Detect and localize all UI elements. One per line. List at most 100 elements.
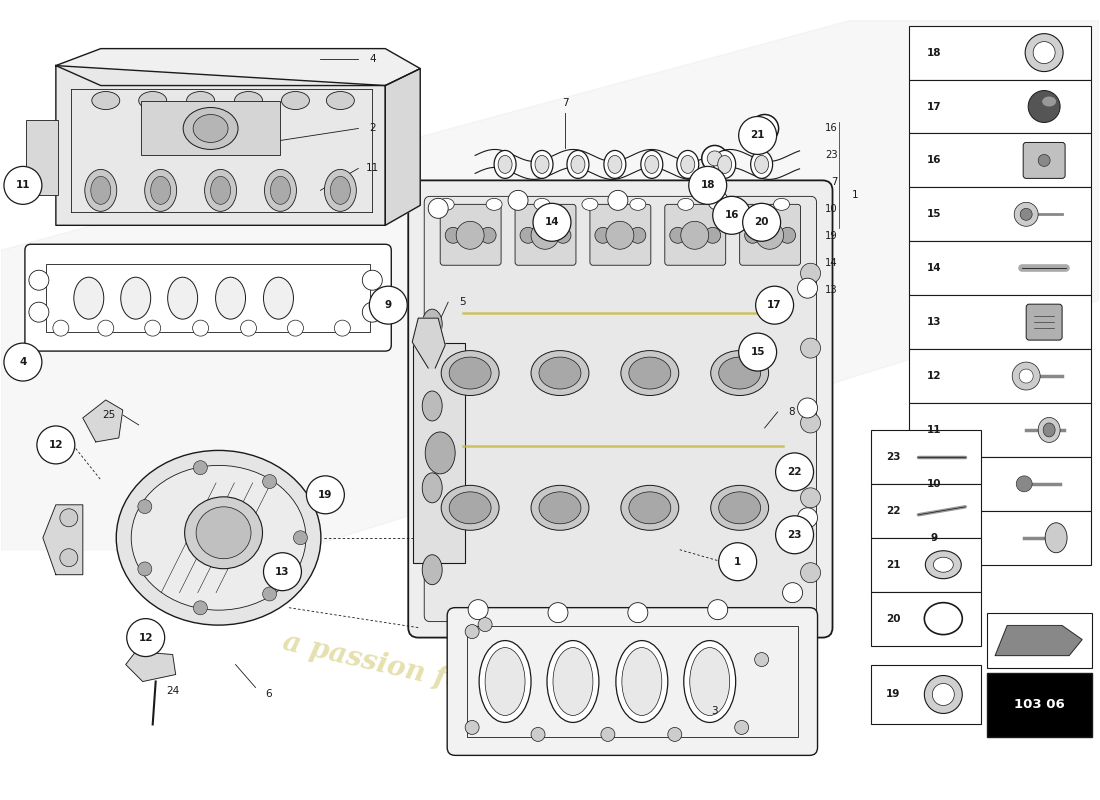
Text: 9: 9 — [931, 533, 938, 542]
Ellipse shape — [645, 155, 659, 174]
Polygon shape — [996, 626, 1082, 655]
Ellipse shape — [234, 91, 263, 110]
Circle shape — [264, 553, 301, 590]
Ellipse shape — [151, 176, 170, 204]
Circle shape — [59, 549, 78, 566]
Ellipse shape — [422, 391, 442, 421]
Circle shape — [508, 190, 528, 210]
Text: 5: 5 — [459, 297, 465, 307]
Circle shape — [707, 190, 728, 210]
Circle shape — [1012, 362, 1041, 390]
Circle shape — [98, 320, 113, 336]
Ellipse shape — [755, 155, 769, 174]
Ellipse shape — [678, 198, 694, 210]
FancyBboxPatch shape — [1026, 304, 1063, 340]
Polygon shape — [56, 49, 420, 86]
Ellipse shape — [441, 350, 499, 395]
Circle shape — [745, 227, 760, 243]
Ellipse shape — [582, 198, 598, 210]
Circle shape — [126, 618, 165, 657]
Circle shape — [718, 542, 757, 581]
Bar — [414, 343, 465, 562]
Ellipse shape — [74, 278, 103, 319]
Circle shape — [29, 302, 48, 322]
Text: 4: 4 — [368, 54, 375, 63]
Text: 16: 16 — [725, 210, 739, 220]
Circle shape — [29, 270, 48, 290]
Text: 12: 12 — [48, 440, 63, 450]
Ellipse shape — [1038, 418, 1060, 442]
Ellipse shape — [534, 198, 550, 210]
FancyBboxPatch shape — [515, 204, 576, 266]
Circle shape — [263, 474, 276, 489]
Circle shape — [138, 499, 152, 514]
Ellipse shape — [924, 675, 962, 714]
Ellipse shape — [441, 486, 499, 530]
Ellipse shape — [422, 554, 442, 585]
Ellipse shape — [485, 647, 525, 715]
Polygon shape — [385, 69, 420, 226]
Circle shape — [478, 618, 492, 631]
Ellipse shape — [449, 492, 491, 524]
Circle shape — [705, 227, 720, 243]
Circle shape — [1020, 208, 1032, 220]
Circle shape — [801, 488, 821, 508]
Ellipse shape — [629, 492, 671, 524]
Ellipse shape — [167, 278, 198, 319]
Ellipse shape — [933, 683, 955, 706]
Text: 2: 2 — [368, 123, 375, 134]
Text: 19: 19 — [825, 231, 837, 242]
Ellipse shape — [676, 150, 698, 178]
Ellipse shape — [531, 222, 559, 250]
Circle shape — [689, 166, 727, 204]
Ellipse shape — [494, 150, 516, 178]
Circle shape — [1016, 476, 1032, 492]
Text: 20: 20 — [887, 614, 901, 624]
FancyBboxPatch shape — [408, 180, 833, 638]
Ellipse shape — [486, 198, 502, 210]
Circle shape — [608, 190, 628, 210]
Circle shape — [628, 602, 648, 622]
Ellipse shape — [616, 641, 668, 722]
Ellipse shape — [324, 170, 356, 211]
Circle shape — [4, 343, 42, 381]
Ellipse shape — [711, 486, 769, 530]
Circle shape — [739, 333, 777, 371]
Circle shape — [630, 227, 646, 243]
Text: 13: 13 — [275, 566, 289, 577]
Bar — [46, 264, 371, 332]
Ellipse shape — [924, 602, 962, 634]
Circle shape — [707, 600, 728, 620]
Bar — [871, 430, 981, 484]
Ellipse shape — [690, 647, 729, 715]
Text: 3: 3 — [712, 706, 718, 717]
Ellipse shape — [750, 150, 772, 178]
Bar — [910, 26, 1091, 79]
Ellipse shape — [620, 486, 679, 530]
Ellipse shape — [1045, 522, 1067, 553]
Circle shape — [263, 587, 276, 601]
Bar — [910, 511, 1091, 565]
Circle shape — [670, 227, 685, 243]
Bar — [468, 626, 798, 738]
Text: 4: 4 — [19, 357, 26, 367]
Circle shape — [1020, 369, 1033, 383]
Polygon shape — [412, 318, 446, 368]
Text: 11: 11 — [927, 425, 942, 435]
Circle shape — [465, 721, 480, 734]
Ellipse shape — [629, 357, 671, 389]
Ellipse shape — [438, 198, 454, 210]
Text: 19: 19 — [887, 690, 901, 699]
Circle shape — [469, 600, 488, 620]
Ellipse shape — [606, 222, 634, 250]
Text: 18: 18 — [701, 180, 715, 190]
Bar — [910, 187, 1091, 242]
Ellipse shape — [630, 198, 646, 210]
Ellipse shape — [539, 357, 581, 389]
Circle shape — [287, 320, 304, 336]
Ellipse shape — [756, 222, 783, 250]
Bar — [871, 665, 981, 725]
Ellipse shape — [547, 641, 598, 722]
Circle shape — [37, 426, 75, 464]
Text: 13: 13 — [927, 317, 942, 327]
